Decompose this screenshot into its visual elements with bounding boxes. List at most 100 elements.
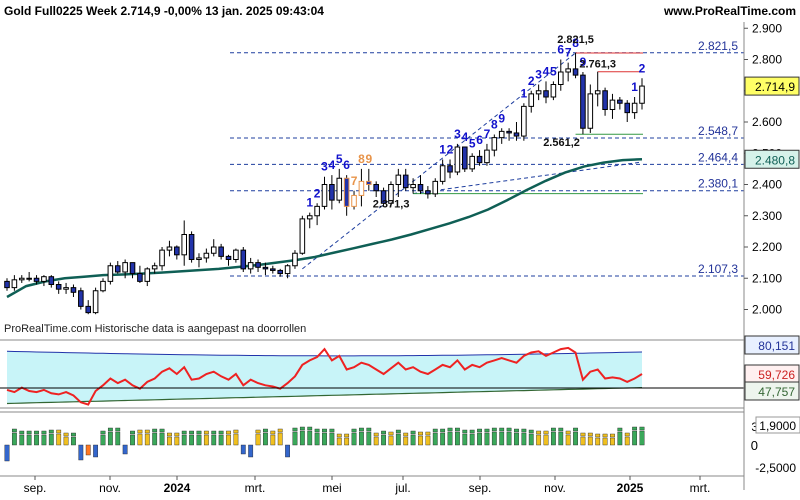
chart-title: Gold Full0225 Week 2.714,9 -0,00% 13 jan… [4, 4, 324, 18]
hist-bar [26, 430, 32, 446]
td-count-label: 6 [343, 158, 350, 172]
hist-bar-cap [34, 430, 39, 435]
rsi-upper-badge: 80,151 [744, 335, 800, 355]
candle [336, 168, 343, 204]
hist-bar [85, 444, 91, 456]
hist-bar-cap [344, 433, 350, 438]
td-count-label: 3 [454, 127, 461, 141]
hist-bar [11, 428, 17, 446]
level-label: 2.380,1 [698, 177, 738, 191]
hist-bar-body [240, 444, 246, 455]
hist-bar-body [344, 437, 350, 446]
hist-bar [617, 427, 623, 446]
candle-body [639, 85, 645, 104]
candle [624, 100, 631, 122]
hist-bar-cap [292, 427, 298, 432]
candle-body [107, 265, 114, 282]
level-label: 2.464,4 [698, 150, 738, 164]
hist-bar-cap [403, 432, 409, 437]
hist-bar [292, 427, 298, 446]
hist-bar-cap [410, 430, 416, 435]
hist-bar-cap [506, 427, 512, 432]
candle [535, 84, 542, 101]
hist-bar [462, 429, 468, 446]
hist-bar-cap [329, 428, 335, 433]
rsi-upper-badge-text: 80,151 [758, 339, 795, 353]
candle-body [203, 252, 210, 259]
candle-body [100, 280, 106, 292]
hist-bar [196, 430, 202, 446]
td-count-label: 8 [491, 118, 498, 132]
hist-bar-cap [48, 429, 54, 434]
hist-bar-cap [558, 427, 564, 432]
hist-bar [322, 428, 327, 446]
hist-bar-body [565, 434, 571, 446]
candle [233, 248, 239, 263]
candle-body [609, 99, 616, 110]
last-price-badge-box [744, 76, 800, 96]
hist-value-text: 1,9000 [759, 419, 796, 433]
hist-bar-body [359, 431, 364, 446]
hist-bar-cap [299, 426, 305, 431]
candle [410, 178, 416, 194]
candle-body [380, 190, 387, 204]
hist-bar-body [440, 432, 446, 446]
hist-bar [351, 428, 357, 446]
candle [218, 243, 224, 260]
candle [292, 250, 298, 269]
hist-bar-body [307, 430, 313, 446]
hist-bar [595, 433, 601, 446]
candle-body [535, 90, 542, 95]
hist-bar-cap [218, 430, 224, 435]
td-count-label: 7 [565, 46, 572, 60]
candle [314, 203, 320, 226]
hist-bar-body [26, 434, 32, 446]
price-annotation: 2.371,3 [373, 199, 410, 211]
td-count-label: 5 [336, 152, 343, 166]
hist-bar-cap [152, 428, 158, 433]
hist-bar-cap [610, 433, 615, 438]
td-count-label: 9 [365, 152, 372, 166]
hist-bar [329, 428, 335, 446]
hist-bar-cap [137, 429, 143, 434]
td-count-label: 5 [469, 136, 476, 150]
trendline-1 [302, 52, 576, 270]
candle-body [240, 249, 247, 270]
candle-body [594, 90, 601, 95]
hist-bar-body [580, 436, 586, 446]
candle-body [358, 180, 365, 196]
candle [557, 59, 564, 91]
candle [439, 159, 446, 185]
hist-bar-cap [418, 431, 423, 436]
hist-bar-cap [71, 432, 76, 437]
hist-bar-cap [322, 428, 327, 433]
candle [594, 71, 601, 107]
hist-bar-cap [100, 430, 106, 435]
hist-bar [447, 427, 453, 446]
candle [447, 159, 453, 179]
hist-bar [41, 430, 47, 446]
hist-bar-cap [639, 426, 645, 431]
candle-body [462, 146, 468, 170]
hist-bar [536, 430, 542, 446]
price-annotation: 2.821,5 [557, 34, 594, 46]
hist-bar-cap [462, 429, 468, 434]
hist-bar-body [543, 434, 549, 446]
site-label[interactable]: www.ProRealTime.com [663, 4, 796, 18]
candle-body [624, 102, 631, 114]
last-price-badge: 2.714,9 [744, 76, 800, 96]
candle [380, 187, 387, 207]
hist-bar [115, 427, 121, 446]
candle-body [454, 146, 461, 173]
candle-body [174, 246, 180, 256]
histogram-panel: 3 01,9000 -2,5000 [0, 411, 800, 475]
td-count-label: 7 [484, 127, 491, 141]
candle [247, 257, 254, 274]
td-count-label: 1 [306, 196, 313, 210]
hist-bar-body [85, 444, 91, 456]
td-count-label: 6 [557, 43, 564, 57]
hist-bar [19, 430, 25, 446]
hist-bar [63, 432, 69, 446]
hist-bar-body [506, 431, 512, 446]
